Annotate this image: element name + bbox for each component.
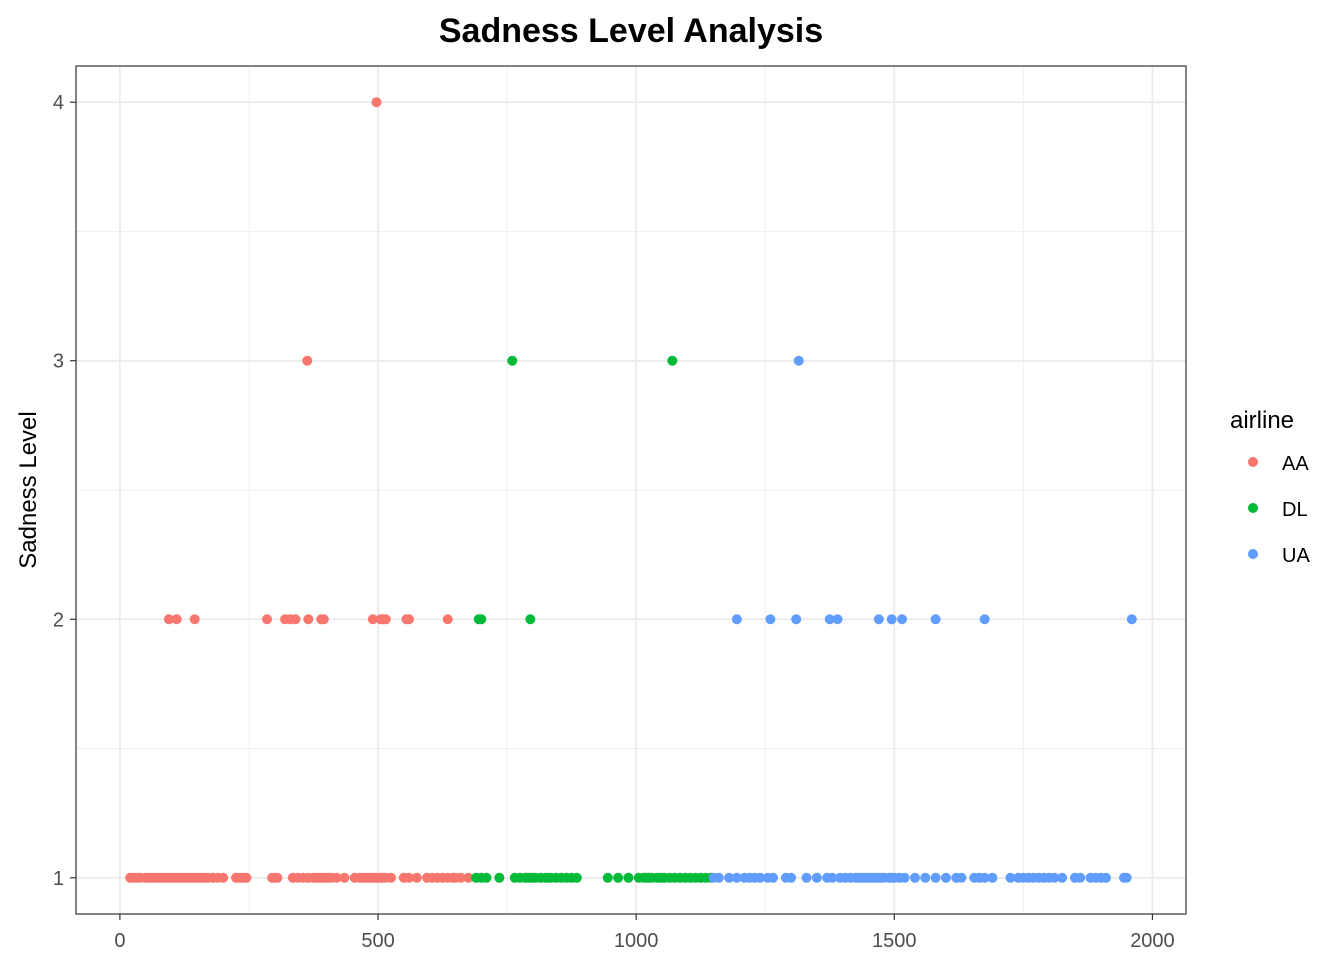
data-point [404, 872, 414, 883]
legend-items: AA DL UA [1248, 453, 1310, 567]
legend-label: AA [1282, 453, 1309, 475]
data-point [713, 872, 724, 883]
data-point [1005, 872, 1016, 883]
x-axis: 0 500 1000 1500 2000 [114, 914, 1175, 952]
data-point [507, 355, 518, 366]
y-tick-label: 1 [53, 868, 64, 890]
data-point [811, 872, 822, 883]
x-tick-label: 0 [114, 930, 125, 952]
data-point [832, 614, 843, 625]
y-tick-label: 3 [53, 351, 64, 373]
data-point [241, 872, 252, 883]
data-point [731, 614, 742, 625]
data-point [886, 614, 897, 625]
data-point [1075, 872, 1086, 883]
data-point [494, 872, 505, 883]
legend-key [1248, 457, 1258, 467]
legend: airline AA DL UA [1230, 407, 1310, 567]
x-tick-label: 2000 [1130, 930, 1175, 952]
data-point [302, 355, 313, 366]
data-point [1049, 872, 1060, 883]
data-point [667, 355, 678, 366]
data-point [318, 614, 329, 625]
data-point [940, 872, 951, 883]
data-point [367, 614, 378, 625]
data-point [801, 872, 812, 883]
data-point [979, 872, 990, 883]
chart-title: Sadness Level Analysis [439, 12, 823, 50]
data-point [602, 872, 613, 883]
data-point [463, 872, 474, 883]
data-point [380, 614, 391, 625]
data-point [571, 872, 582, 883]
data-point [1100, 872, 1111, 883]
data-point [1057, 872, 1068, 883]
data-point [623, 872, 634, 883]
data-point [827, 872, 838, 883]
data-point [767, 872, 778, 883]
series-AA [125, 97, 474, 883]
legend-key [1248, 503, 1258, 513]
data-point [481, 872, 492, 883]
data-point [909, 872, 920, 883]
data-point [442, 614, 453, 625]
data-point [331, 872, 342, 883]
data-point [1126, 614, 1137, 625]
data-points [125, 97, 1137, 883]
y-tick-label: 4 [53, 92, 64, 114]
data-point [411, 872, 422, 883]
data-point [262, 614, 273, 625]
data-point [979, 614, 990, 625]
data-point [899, 872, 910, 883]
legend-title: airline [1230, 407, 1294, 434]
legend-key [1248, 549, 1258, 559]
data-point [371, 97, 382, 108]
data-point [793, 355, 804, 366]
data-point [930, 872, 941, 883]
data-point [765, 614, 776, 625]
data-point [613, 872, 624, 883]
data-point [786, 872, 797, 883]
data-point [455, 872, 466, 883]
data-point [404, 614, 414, 625]
x-tick-label: 1500 [872, 930, 917, 952]
data-point [724, 872, 735, 883]
data-point [731, 872, 742, 883]
data-point [873, 614, 884, 625]
legend-label: UA [1282, 545, 1310, 567]
data-point [339, 872, 350, 883]
data-point [956, 872, 967, 883]
data-point [218, 872, 229, 883]
x-tick-label: 500 [361, 930, 394, 952]
data-point [476, 614, 487, 625]
data-point [755, 872, 766, 883]
x-tick-label: 1000 [614, 930, 659, 952]
data-point [189, 614, 200, 625]
data-point [897, 614, 908, 625]
data-point [1121, 872, 1132, 883]
y-axis-title: Sadness Level [15, 411, 42, 568]
data-point [930, 614, 941, 625]
data-point [272, 872, 283, 883]
data-point [824, 614, 835, 625]
minor-gridlines [76, 66, 1186, 914]
data-point [163, 614, 174, 625]
legend-label: DL [1282, 499, 1308, 521]
data-point [791, 614, 802, 625]
data-point [987, 872, 998, 883]
panel-border [75, 65, 1187, 915]
data-point [525, 614, 536, 625]
data-point [920, 872, 931, 883]
y-tick-label: 2 [53, 609, 64, 631]
data-point [303, 614, 314, 625]
data-point [385, 872, 396, 883]
y-axis: 1 2 3 4 [53, 92, 76, 890]
series-UA [708, 355, 1137, 883]
data-point [171, 614, 182, 625]
data-point [290, 614, 301, 625]
